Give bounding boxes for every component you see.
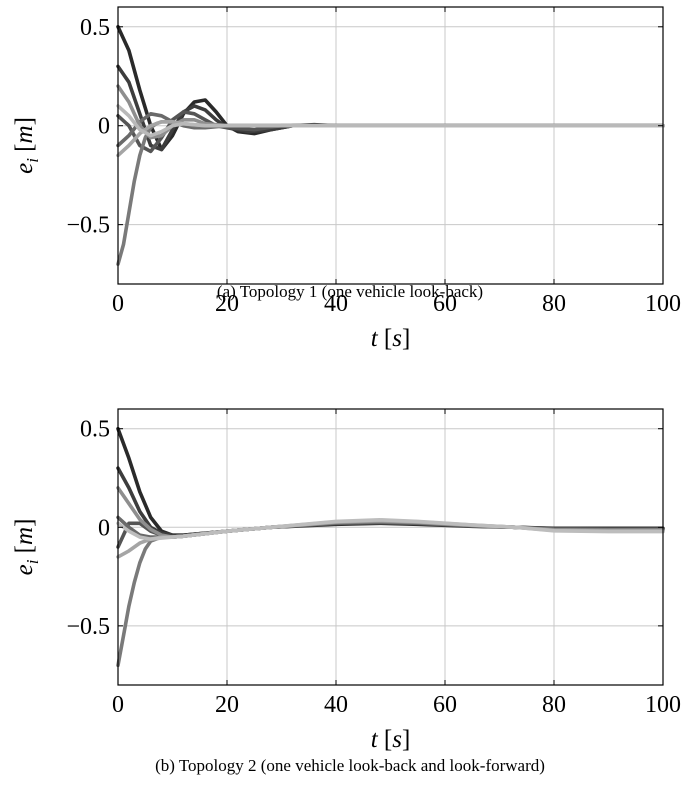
x-tick-label: 60 (433, 692, 457, 718)
x-tick-label: 0 (112, 291, 124, 317)
x-tick-label: 80 (542, 291, 566, 317)
series-line-5 (116, 519, 665, 668)
y-tick-label: −0.5 (66, 614, 110, 640)
series-line-1 (116, 25, 665, 152)
series-line-2 (116, 64, 665, 152)
y-tick-label: 0.5 (80, 15, 110, 41)
chart-panel-a: 0 20 40 60 80 100 0.5 0 −0.5 t [s] ei [m] (a) Topol… (11, 6, 681, 352)
plot-frame (117, 408, 664, 686)
chart-panel-b: 0 20 40 60 80 100 0.5 0 −0.5 t [s] ei [m] (b) Topol… (11, 408, 681, 775)
y-axis-label: ei [m] (11, 117, 42, 174)
x-tick-label: 100 (645, 291, 681, 317)
y-tick-label: 0.5 (80, 417, 110, 443)
x-tick-label: 20 (215, 291, 239, 317)
plot-frame (117, 6, 664, 285)
series-line-6 (116, 84, 665, 140)
x-tick-label: 100 (645, 692, 681, 718)
figure-caption: (a) Topology 1 (one vehicle look-back) (217, 282, 483, 301)
figure-caption: (b) Topology 2 (one vehicle look-back an… (155, 756, 545, 775)
y-tick-label: 0 (98, 114, 110, 140)
x-tick-label: 40 (324, 291, 348, 317)
x-tick-label: 40 (324, 692, 348, 718)
x-tick-label: 0 (112, 692, 124, 718)
series-line-5 (116, 120, 665, 266)
y-tick-label: −0.5 (66, 213, 110, 239)
series-line-3 (116, 110, 665, 154)
x-axis-label: t [s] (371, 726, 411, 753)
x-tick-label: 20 (215, 692, 239, 718)
y-tick-label: 0 (98, 515, 110, 541)
series-line-8 (116, 518, 665, 541)
x-tick-label: 60 (433, 291, 457, 317)
x-tick-label: 80 (542, 692, 566, 718)
x-axis-label: t [s] (371, 325, 411, 352)
y-axis-label: ei [m] (11, 519, 42, 576)
series-line-7 (116, 518, 665, 559)
series-line-8 (116, 104, 665, 138)
